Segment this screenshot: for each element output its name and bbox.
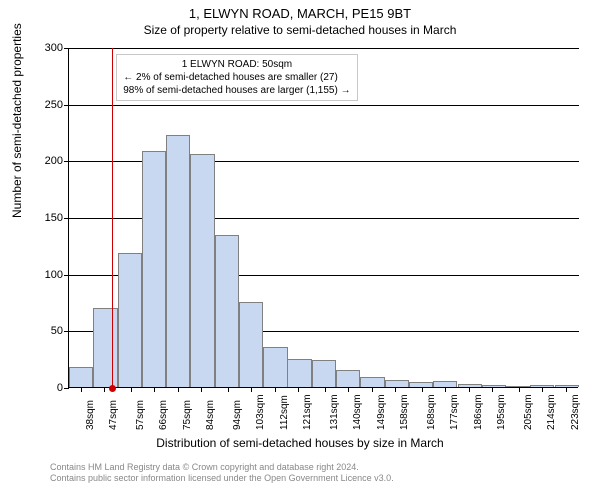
xtick-label: 103sqm bbox=[255, 370, 266, 430]
ytick-label: 50 bbox=[37, 325, 63, 337]
xtick-label: 57sqm bbox=[135, 370, 146, 430]
ytick-mark bbox=[64, 48, 69, 49]
ytick-mark bbox=[64, 105, 69, 106]
xtick-mark bbox=[348, 387, 349, 392]
xtick-label: 121sqm bbox=[302, 370, 313, 430]
ytick-label: 100 bbox=[37, 269, 63, 281]
ytick-label: 150 bbox=[37, 212, 63, 224]
x-axis-label: Distribution of semi-detached houses by … bbox=[0, 436, 600, 450]
xtick-label: 38sqm bbox=[85, 370, 96, 430]
xtick-label: 195sqm bbox=[496, 370, 507, 430]
xtick-label: 47sqm bbox=[108, 370, 119, 430]
xtick-mark bbox=[131, 387, 132, 392]
xtick-mark bbox=[542, 387, 543, 392]
annotation-line: ← 2% of semi-detached houses are smaller… bbox=[123, 71, 350, 84]
ytick-mark bbox=[64, 275, 69, 276]
ytick-mark bbox=[64, 218, 69, 219]
chart-title-2: Size of property relative to semi-detach… bbox=[0, 21, 600, 37]
histogram-bar bbox=[215, 235, 239, 387]
xtick-mark bbox=[445, 387, 446, 392]
xtick-mark bbox=[298, 387, 299, 392]
xtick-mark bbox=[81, 387, 82, 392]
xtick-label: 168sqm bbox=[426, 370, 437, 430]
annotation-line: 1 ELWYN ROAD: 50sqm bbox=[123, 58, 350, 71]
histogram-chart: 05010015020025030038sqm47sqm57sqm66sqm75… bbox=[68, 48, 578, 388]
xtick-label: 223sqm bbox=[570, 370, 581, 430]
ytick-label: 300 bbox=[37, 42, 63, 54]
xtick-label: 66sqm bbox=[158, 370, 169, 430]
xtick-label: 149sqm bbox=[376, 370, 387, 430]
xtick-mark bbox=[325, 387, 326, 392]
footer-line-2: Contains public sector information licen… bbox=[50, 473, 580, 484]
xtick-mark bbox=[201, 387, 202, 392]
chart-title-1: 1, ELWYN ROAD, MARCH, PE15 9BT bbox=[0, 0, 600, 21]
xtick-label: 140sqm bbox=[352, 370, 363, 430]
xtick-label: 75sqm bbox=[182, 370, 193, 430]
plot-area: 05010015020025030038sqm47sqm57sqm66sqm75… bbox=[68, 48, 578, 388]
annotation-line: 98% of semi-detached houses are larger (… bbox=[123, 84, 350, 97]
ytick-label: 200 bbox=[37, 155, 63, 167]
xtick-label: 94sqm bbox=[232, 370, 243, 430]
histogram-bar bbox=[142, 151, 166, 387]
annotation-box: 1 ELWYN ROAD: 50sqm← 2% of semi-detached… bbox=[116, 54, 357, 101]
ytick-label: 0 bbox=[37, 382, 63, 394]
xtick-label: 131sqm bbox=[329, 370, 340, 430]
histogram-bar bbox=[190, 154, 214, 387]
gridline-h bbox=[69, 105, 579, 106]
subject-marker-dot bbox=[109, 385, 116, 392]
ytick-label: 250 bbox=[37, 99, 63, 111]
xtick-mark bbox=[519, 387, 520, 392]
gridline-h bbox=[69, 48, 579, 49]
xtick-mark bbox=[492, 387, 493, 392]
xtick-mark bbox=[178, 387, 179, 392]
xtick-label: 205sqm bbox=[523, 370, 534, 430]
footer-attribution: Contains HM Land Registry data © Crown c… bbox=[50, 462, 580, 485]
subject-marker-line bbox=[112, 48, 113, 387]
ytick-mark bbox=[64, 388, 69, 389]
xtick-mark bbox=[395, 387, 396, 392]
xtick-mark bbox=[566, 387, 567, 392]
xtick-mark bbox=[251, 387, 252, 392]
y-axis-label: Number of semi-detached properties bbox=[10, 23, 24, 218]
xtick-label: 158sqm bbox=[399, 370, 410, 430]
footer-line-1: Contains HM Land Registry data © Crown c… bbox=[50, 462, 580, 473]
xtick-label: 112sqm bbox=[279, 370, 290, 430]
ytick-mark bbox=[64, 331, 69, 332]
histogram-bar bbox=[166, 135, 190, 387]
xtick-mark bbox=[228, 387, 229, 392]
xtick-mark bbox=[422, 387, 423, 392]
xtick-mark bbox=[154, 387, 155, 392]
xtick-mark bbox=[104, 387, 105, 392]
xtick-mark bbox=[469, 387, 470, 392]
xtick-mark bbox=[372, 387, 373, 392]
xtick-label: 84sqm bbox=[205, 370, 216, 430]
xtick-label: 214sqm bbox=[546, 370, 557, 430]
xtick-label: 186sqm bbox=[473, 370, 484, 430]
histogram-bar bbox=[118, 253, 142, 387]
xtick-label: 177sqm bbox=[449, 370, 460, 430]
ytick-mark bbox=[64, 161, 69, 162]
xtick-mark bbox=[275, 387, 276, 392]
